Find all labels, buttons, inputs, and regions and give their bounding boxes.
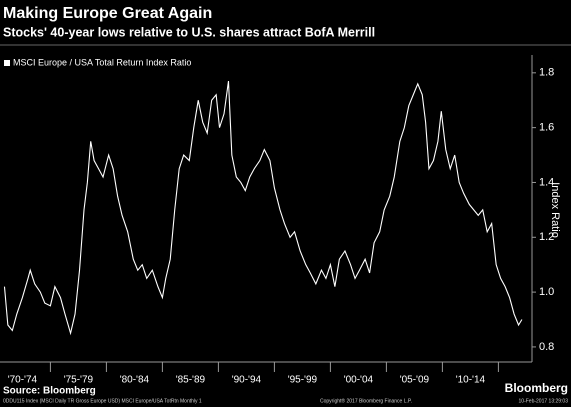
x-tick-label: '70-'74 <box>8 375 38 386</box>
brand: Bloomberg <box>505 381 568 395</box>
y-tick-label: 1.4 <box>539 176 554 188</box>
source: Source: Bloomberg <box>3 386 96 397</box>
x-tick-label: '05-'09 <box>400 375 430 386</box>
y-tick-label: 1.8 <box>539 67 554 79</box>
data-line <box>3 80 523 336</box>
x-tick-label: '95-'99 <box>288 375 318 386</box>
y-tick-label: 1.2 <box>539 231 554 243</box>
x-tick-label: '85-'89 <box>176 375 206 386</box>
footnote: 0DDU115 Index (MSCI Daily TR Gross Europ… <box>3 398 202 404</box>
y-tick-label: 0.8 <box>539 341 554 353</box>
x-tick-label: '00-'04 <box>344 375 374 386</box>
x-tick-label: '90-'94 <box>232 375 262 386</box>
x-tick-label: '75-'79 <box>64 375 94 386</box>
x-tick-label: '80-'84 <box>120 375 150 386</box>
timestamp: 10-Feb-2017 13:29:03 <box>519 398 569 404</box>
copyright: Copyright® 2017 Bloomberg Finance L.P. <box>320 397 412 404</box>
chart-title: Making Europe Great Again <box>3 5 212 22</box>
y-tick-label: 1.6 <box>539 122 554 134</box>
chart-subtitle: Stocks' 40-year lows relative to U.S. sh… <box>3 25 375 39</box>
legend-swatch <box>4 60 10 66</box>
y-tick-label: 1.0 <box>539 286 554 298</box>
y-axis-label: Index Ratio <box>549 182 561 238</box>
x-tick-label: '10-'14 <box>456 375 486 386</box>
legend-label: MSCI Europe / USA Total Return Index Rat… <box>13 57 191 67</box>
